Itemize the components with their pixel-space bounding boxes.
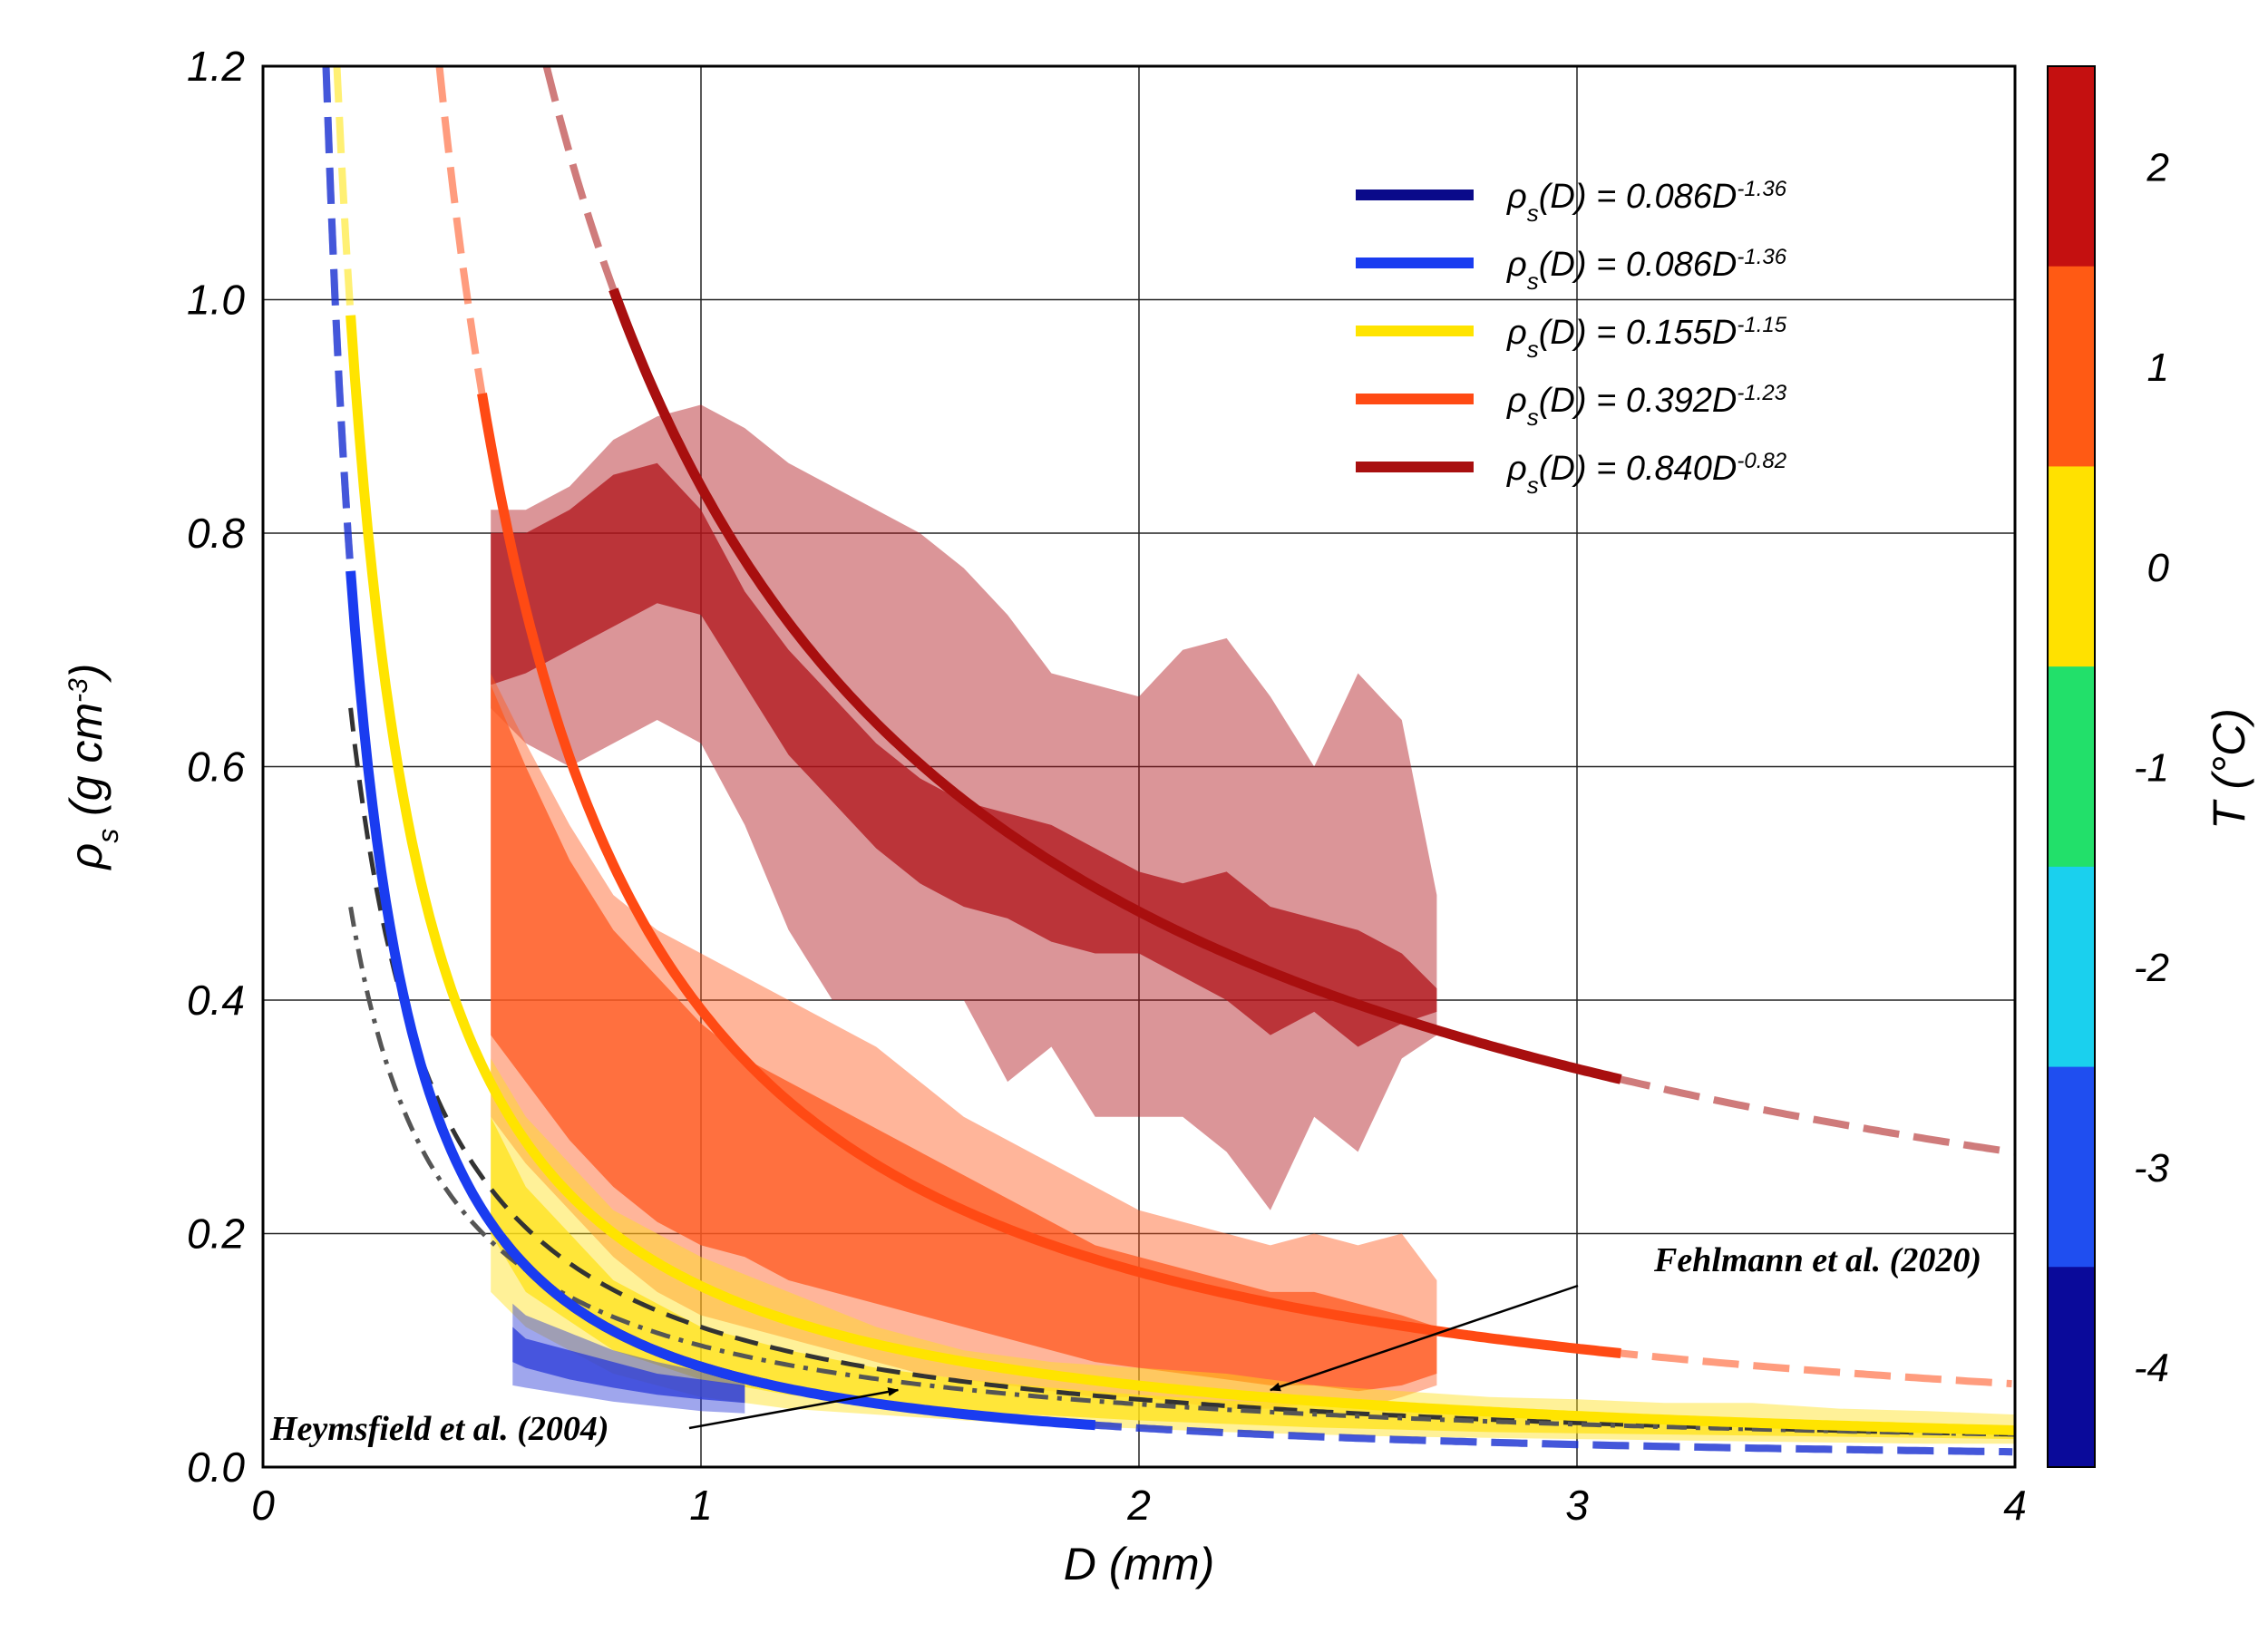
plot-frame [261, 64, 2017, 1469]
y-tick-label-1: 0.2 [187, 1210, 245, 1258]
colorbar-tick-label-2: 1 [2147, 345, 2169, 390]
annotation-heymsfield-label: Heymsfield et al. (2004) [269, 1410, 609, 1448]
colorbar-tick-label-1: 2 [2146, 145, 2169, 190]
fit-curve-2 [346, 570, 1096, 1431]
colorbar-tick-label-6: -3 [2134, 1146, 2170, 1191]
annotation-fehlmann-arrow [1269, 1284, 1579, 1392]
band-inner-T2 [491, 462, 1437, 1047]
y-axis-title-superscript: -3 [63, 678, 93, 703]
annotation-heymsfield-arrow [688, 1387, 900, 1430]
x-tick-label-0: 0 [251, 1482, 275, 1529]
y-tick-label-3: 0.6 [187, 744, 245, 791]
legend-label-2: ρs(D) = 0.086D-1.36 [1506, 245, 1787, 296]
colorbar-segment-1 [2048, 66, 2095, 267]
band-inner-T1 [491, 685, 1437, 1392]
colorbar-segment-4 [2048, 666, 2095, 868]
y-tick-label-4: 0.8 [187, 510, 245, 557]
y-axis-title-symbol: ρ [61, 843, 112, 871]
colorbar-frame [2047, 65, 2096, 1468]
colorbar-tick-label-5: -2 [2134, 946, 2169, 990]
legend-label-4: ρs(D) = 0.392D-1.23 [1506, 381, 1787, 432]
y-tick-label-0: 0.0 [187, 1443, 245, 1491]
y-tick-label-5: 1.0 [187, 277, 245, 324]
reference-curve-1 [348, 707, 2016, 1437]
fit-curves [322, 65, 2016, 1456]
colorbar-segment-7 [2048, 1267, 2095, 1468]
x-axis-ticks: 0 1 2 3 4 [251, 1482, 2027, 1529]
legend-label-1: ρs(D) = 0.086D-1.36 [1506, 177, 1787, 228]
colorbar-tick-label-7: -4 [2134, 1346, 2169, 1391]
colorbar-segment-3 [2048, 466, 2095, 667]
legend: ρs(D) = 0.086D-1.36 ρs(D) = 0.086D-1.36 ρs… [1356, 177, 1787, 500]
annotation-fehlmann-label: Fehlmann et al. (2020) [1653, 1241, 1981, 1279]
x-tick-label-3: 3 [1565, 1482, 1589, 1529]
reference-curve-2 [348, 906, 2016, 1437]
y-axis-title-close: ) [61, 664, 112, 684]
x-tick-label-4: 4 [2003, 1482, 2027, 1529]
y-tick-label-6: 1.2 [187, 43, 245, 90]
colorbar-tick-label-4: -1 [2134, 746, 2169, 791]
colorbar-title: T (°C) [2204, 708, 2254, 830]
band-inner-T-3 [512, 1327, 745, 1404]
colorbar-segment-2 [2048, 266, 2095, 467]
x-tick-label-1: 1 [689, 1482, 713, 1529]
annotations: Fehlmann et al. (2020) Heymsfield et al. … [269, 1241, 1981, 1448]
colorbar-tick-label-3: 0 [2147, 546, 2170, 590]
fit-curve-5 [608, 287, 1622, 1084]
colorbar: 2 1 0 -1 -2 -3 -4 [2047, 65, 2170, 1468]
y-tick-label-2: 0.4 [187, 977, 245, 1024]
legend-label-5: ρs(D) = 0.840D-0.82 [1506, 449, 1786, 500]
x-tick-label-2: 2 [1126, 1482, 1151, 1529]
reference-curves [348, 707, 2016, 1437]
legend-label-3: ρs(D) = 0.155D-1.15 [1506, 313, 1787, 364]
fit-curve-4 [477, 393, 1621, 1358]
colorbar-segment-5 [2048, 866, 2095, 1068]
y-axis-title-unit: (g cm [61, 703, 112, 829]
y-axis-title: ρs (g cm-3) [61, 664, 124, 871]
y-axis-ticks: 0.0 0.2 0.4 0.6 0.8 1.0 1.2 [187, 43, 245, 1491]
colorbar-segment-6 [2048, 1066, 2095, 1268]
x-axis-title: D (mm) [1064, 1539, 1215, 1589]
y-axis-title-subscript: s [92, 829, 124, 843]
fit-curve-3 [346, 315, 2016, 1435]
